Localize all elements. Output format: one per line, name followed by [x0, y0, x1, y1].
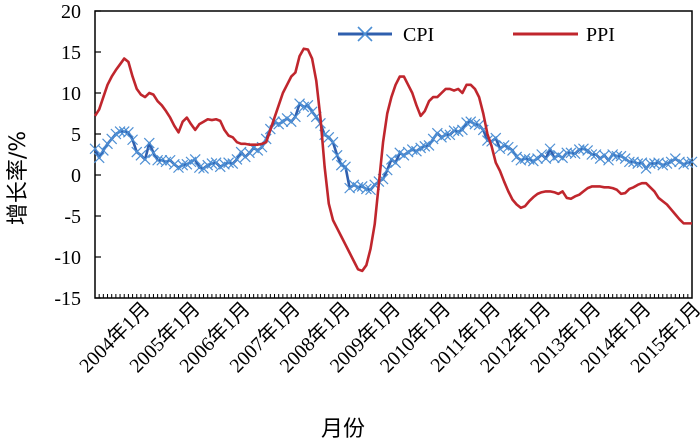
series-cpi-point [515, 154, 527, 166]
series-cpi-point [122, 126, 134, 138]
legend-cpi-marker [357, 26, 373, 42]
series-cpi-point [289, 111, 301, 123]
series-cpi-point [160, 156, 172, 168]
series-cpi-point [686, 156, 698, 168]
series-cpi-point [381, 164, 393, 176]
series-cpi-point [469, 118, 481, 130]
series-cpi-point [586, 149, 598, 160]
y-tick-label: 5 [71, 124, 81, 146]
y-tick-label: -10 [54, 247, 81, 269]
series-cpi-point [327, 136, 339, 148]
series-cpi-point [202, 159, 214, 171]
series-cpi-point [636, 157, 648, 169]
series-cpi-point [331, 149, 343, 161]
legend-cpi-label: CPI [403, 24, 434, 46]
series-cpi-point [507, 144, 518, 156]
series-cpi-point [682, 157, 694, 169]
series-cpi-point [644, 158, 656, 169]
x-axis-title: 月份 [321, 417, 365, 442]
series-cpi-point [298, 101, 310, 113]
y-tick-label: 15 [61, 42, 81, 64]
y-tick-label: 10 [61, 83, 81, 105]
series-cpi-point [498, 140, 510, 151]
series-cpi-point [565, 147, 577, 159]
series-cpi-point [335, 159, 347, 171]
series-ppi [93, 47, 692, 273]
series-cpi-point [206, 158, 218, 169]
series-cpi-point [97, 144, 109, 156]
series-cpi-point [189, 153, 201, 165]
series-cpi-point [448, 125, 460, 137]
series-cpi-point [390, 157, 402, 169]
series-cpi-point [490, 132, 502, 144]
series-cpi-point [218, 158, 230, 170]
series-cpi-point [632, 158, 644, 169]
series-cpi-point [340, 161, 351, 173]
plot-border [94, 10, 693, 299]
y-tick-label: -5 [64, 206, 81, 228]
x-axis: 2004年1月2005年1月2006年1月2007年1月2008年1月2009年… [75, 294, 700, 377]
series-cpi-point [148, 147, 159, 159]
series-cpi-point [193, 162, 205, 174]
legend: CPI PPI [338, 24, 615, 46]
series-cpi-point [578, 143, 589, 155]
series-cpi-point [452, 126, 464, 137]
series-layer [89, 47, 698, 273]
series-cpi-point [657, 159, 669, 171]
y-axis: 20 15 10 5 0 -5 -10 -15 [54, 1, 101, 310]
series-cpi-point [573, 144, 585, 156]
y-tick-label: 0 [71, 165, 81, 187]
y-tick-label: -15 [54, 288, 81, 310]
series-cpi-point [139, 153, 151, 165]
series-cpi-point [114, 126, 126, 137]
series-cpi-point [611, 150, 623, 162]
series-cpi-point [415, 142, 427, 154]
series-cpi [89, 98, 698, 196]
y-tick-label: 20 [61, 1, 81, 23]
series-cpi-point [127, 134, 138, 146]
series-cpi-point [540, 153, 552, 165]
series-cpi-point [628, 156, 639, 168]
series-ppi-line [93, 47, 692, 273]
series-cpi-point [661, 158, 673, 169]
series-cpi-point [423, 140, 435, 151]
series-cpi-point [177, 159, 189, 171]
series-cpi-point [223, 157, 235, 169]
y-axis-title: 增长率/% [6, 131, 31, 225]
series-cpi-point [603, 154, 614, 166]
series-cpi-point [419, 140, 431, 152]
series-cpi-point [143, 137, 155, 149]
series-cpi-point [231, 153, 243, 165]
series-cpi-point [93, 152, 105, 164]
series-cpi-point [156, 154, 168, 166]
series-cpi-point [519, 153, 531, 165]
legend-ppi-label: PPI [586, 24, 615, 46]
plot-frame [94, 10, 693, 299]
series-cpi-point [360, 183, 372, 195]
series-cpi-point [440, 129, 452, 141]
series-cpi-point [544, 143, 556, 155]
series-cpi-point [302, 99, 314, 111]
series-cpi-point [678, 158, 690, 170]
series-cpi-point [523, 153, 535, 165]
series-cpi-point [561, 147, 573, 159]
series-cpi-line [93, 102, 693, 192]
